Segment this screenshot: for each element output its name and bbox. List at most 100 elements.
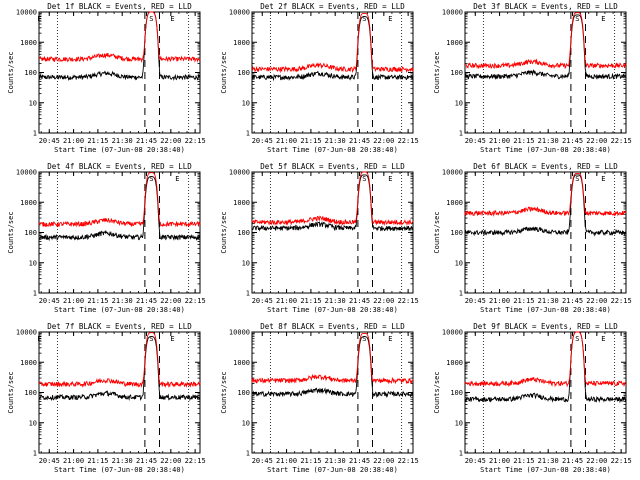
x-tick-label: 21:45 bbox=[349, 457, 370, 465]
y-tick-label: 10 bbox=[455, 419, 463, 427]
event-marker-e: E bbox=[388, 15, 392, 23]
x-tick-label: 22:00 bbox=[160, 457, 181, 465]
x-tick-label: 20:45 bbox=[465, 137, 486, 145]
x-tick-label: 21:45 bbox=[136, 137, 157, 145]
x-tick-label: 21:00 bbox=[489, 297, 510, 305]
x-tick-label: 21:00 bbox=[276, 137, 297, 145]
chart-title: Det 3f BLACK = Events, RED = LLD bbox=[473, 2, 618, 11]
x-tick-label: 21:00 bbox=[489, 457, 510, 465]
plot-frame bbox=[38, 331, 201, 454]
chart-panel-8: Det 8f BLACK = Events, RED = LLD 1 10 100 10… bbox=[220, 322, 419, 474]
x-tick-label: 21:45 bbox=[136, 457, 157, 465]
y-tick-label: 10000 bbox=[229, 329, 250, 337]
x-axis-label: Start Time (07-Jun-08 20:38:40) bbox=[267, 146, 398, 154]
y-tick-label: 1000 bbox=[233, 199, 250, 207]
y-tick-label: 100 bbox=[237, 69, 250, 77]
y-tick-label: 1000 bbox=[20, 39, 37, 47]
y-tick-label: 100 bbox=[450, 389, 463, 397]
event-marker-e: E bbox=[170, 335, 174, 343]
y-tick-label: 10000 bbox=[16, 9, 37, 17]
x-tick-label: 22:00 bbox=[160, 137, 181, 145]
x-axis-label: Start Time (07-Jun-08 20:38:40) bbox=[480, 466, 611, 474]
chart-title: Det 9f BLACK = Events, RED = LLD bbox=[473, 322, 618, 331]
y-tick-label: 1000 bbox=[20, 359, 37, 367]
y-tick-label: 10000 bbox=[442, 329, 463, 337]
event-marker-e: E bbox=[175, 175, 179, 183]
y-tick-label: 1 bbox=[33, 130, 37, 138]
x-tick-label: 22:15 bbox=[185, 297, 206, 305]
x-tick-label: 22:15 bbox=[611, 137, 632, 145]
y-tick-label: 10000 bbox=[229, 9, 250, 17]
series-line-black bbox=[464, 174, 627, 237]
y-tick-label: 100 bbox=[24, 229, 37, 237]
x-tick-label: 21:00 bbox=[63, 137, 84, 145]
chart-panel-4: Det 4f BLACK = Events, RED = LLD 1 10 100 10… bbox=[7, 162, 206, 314]
y-tick-label: 10 bbox=[455, 99, 463, 107]
event-marker-e: E bbox=[601, 15, 605, 23]
x-tick-label: 21:00 bbox=[63, 457, 84, 465]
x-tick-label: 20:45 bbox=[39, 457, 60, 465]
chart-panel-7: Det 7f BLACK = Events, RED = LLD 1 10 100 10… bbox=[7, 322, 206, 474]
y-tick-label: 100 bbox=[24, 389, 37, 397]
y-tick-label: 10000 bbox=[442, 169, 463, 177]
x-axis-label: Start Time (07-Jun-08 20:38:40) bbox=[267, 306, 398, 314]
y-tick-label: 1 bbox=[459, 290, 463, 298]
event-marker-e: E bbox=[601, 335, 605, 343]
chart-panel-1: Det 1f BLACK = Events, RED = LLD 1 10 100 10… bbox=[7, 2, 206, 154]
y-tick-label: 100 bbox=[24, 69, 37, 77]
series-line-red bbox=[251, 171, 414, 227]
y-tick-label: 10 bbox=[242, 259, 250, 267]
y-axis-label: Counts/sec bbox=[7, 371, 15, 413]
x-tick-label: 22:15 bbox=[611, 457, 632, 465]
y-tick-label: 10 bbox=[242, 419, 250, 427]
y-axis-label: Counts/sec bbox=[220, 211, 228, 253]
plot-frame bbox=[38, 11, 201, 134]
x-tick-label: 21:30 bbox=[325, 137, 346, 145]
series-line-black bbox=[464, 14, 627, 80]
series-line-black bbox=[251, 16, 414, 82]
series-line-black bbox=[38, 176, 201, 242]
series-line-black bbox=[251, 336, 414, 399]
y-tick-label: 1 bbox=[33, 450, 37, 458]
y-axis-label: Counts/sec bbox=[220, 371, 228, 413]
x-tick-label: 22:00 bbox=[586, 137, 607, 145]
y-tick-label: 10 bbox=[455, 259, 463, 267]
series-line-red bbox=[38, 11, 201, 64]
y-tick-label: 1 bbox=[459, 450, 463, 458]
series-line-red bbox=[38, 332, 201, 388]
x-axis-label: Start Time (07-Jun-08 20:38:40) bbox=[54, 466, 185, 474]
x-tick-label: 21:30 bbox=[112, 137, 133, 145]
x-tick-label: 21:45 bbox=[136, 297, 157, 305]
y-tick-label: 10 bbox=[29, 259, 37, 267]
plot-frame bbox=[251, 171, 414, 294]
chart-panel-3: Det 3f BLACK = Events, RED = LLD 1 10 100 10… bbox=[433, 2, 632, 154]
event-marker-s: S bbox=[149, 175, 153, 183]
y-axis-label: Counts/sec bbox=[220, 51, 228, 93]
x-tick-label: 20:45 bbox=[252, 297, 273, 305]
chart-panel-9: Det 9f BLACK = Events, RED = LLD 1 10 100 10… bbox=[433, 322, 632, 474]
x-axis-label: Start Time (07-Jun-08 20:38:40) bbox=[267, 466, 398, 474]
series-line-red bbox=[464, 12, 627, 70]
x-tick-label: 20:45 bbox=[252, 137, 273, 145]
plot-frame bbox=[251, 11, 414, 134]
series-line-black bbox=[38, 11, 201, 82]
y-tick-label: 1 bbox=[459, 130, 463, 138]
series-line-red bbox=[464, 172, 627, 217]
x-tick-label: 22:00 bbox=[373, 297, 394, 305]
x-tick-label: 22:15 bbox=[185, 137, 206, 145]
chart-panel-2: Det 2f BLACK = Events, RED = LLD 1 10 100 10… bbox=[220, 2, 419, 154]
y-tick-label: 1000 bbox=[446, 359, 463, 367]
x-tick-label: 20:45 bbox=[465, 297, 486, 305]
event-marker-s: S bbox=[575, 175, 579, 183]
y-tick-label: 100 bbox=[237, 229, 250, 237]
event-marker-s: S bbox=[362, 15, 366, 23]
x-tick-label: 21:45 bbox=[562, 457, 583, 465]
event-marker-s: S bbox=[575, 15, 579, 23]
x-tick-label: 21:15 bbox=[513, 137, 534, 145]
y-tick-label: 10000 bbox=[16, 169, 37, 177]
event-marker-e: E bbox=[388, 335, 392, 343]
series-line-black bbox=[251, 174, 414, 232]
series-line-black bbox=[38, 336, 201, 402]
series-line-red bbox=[38, 172, 201, 228]
